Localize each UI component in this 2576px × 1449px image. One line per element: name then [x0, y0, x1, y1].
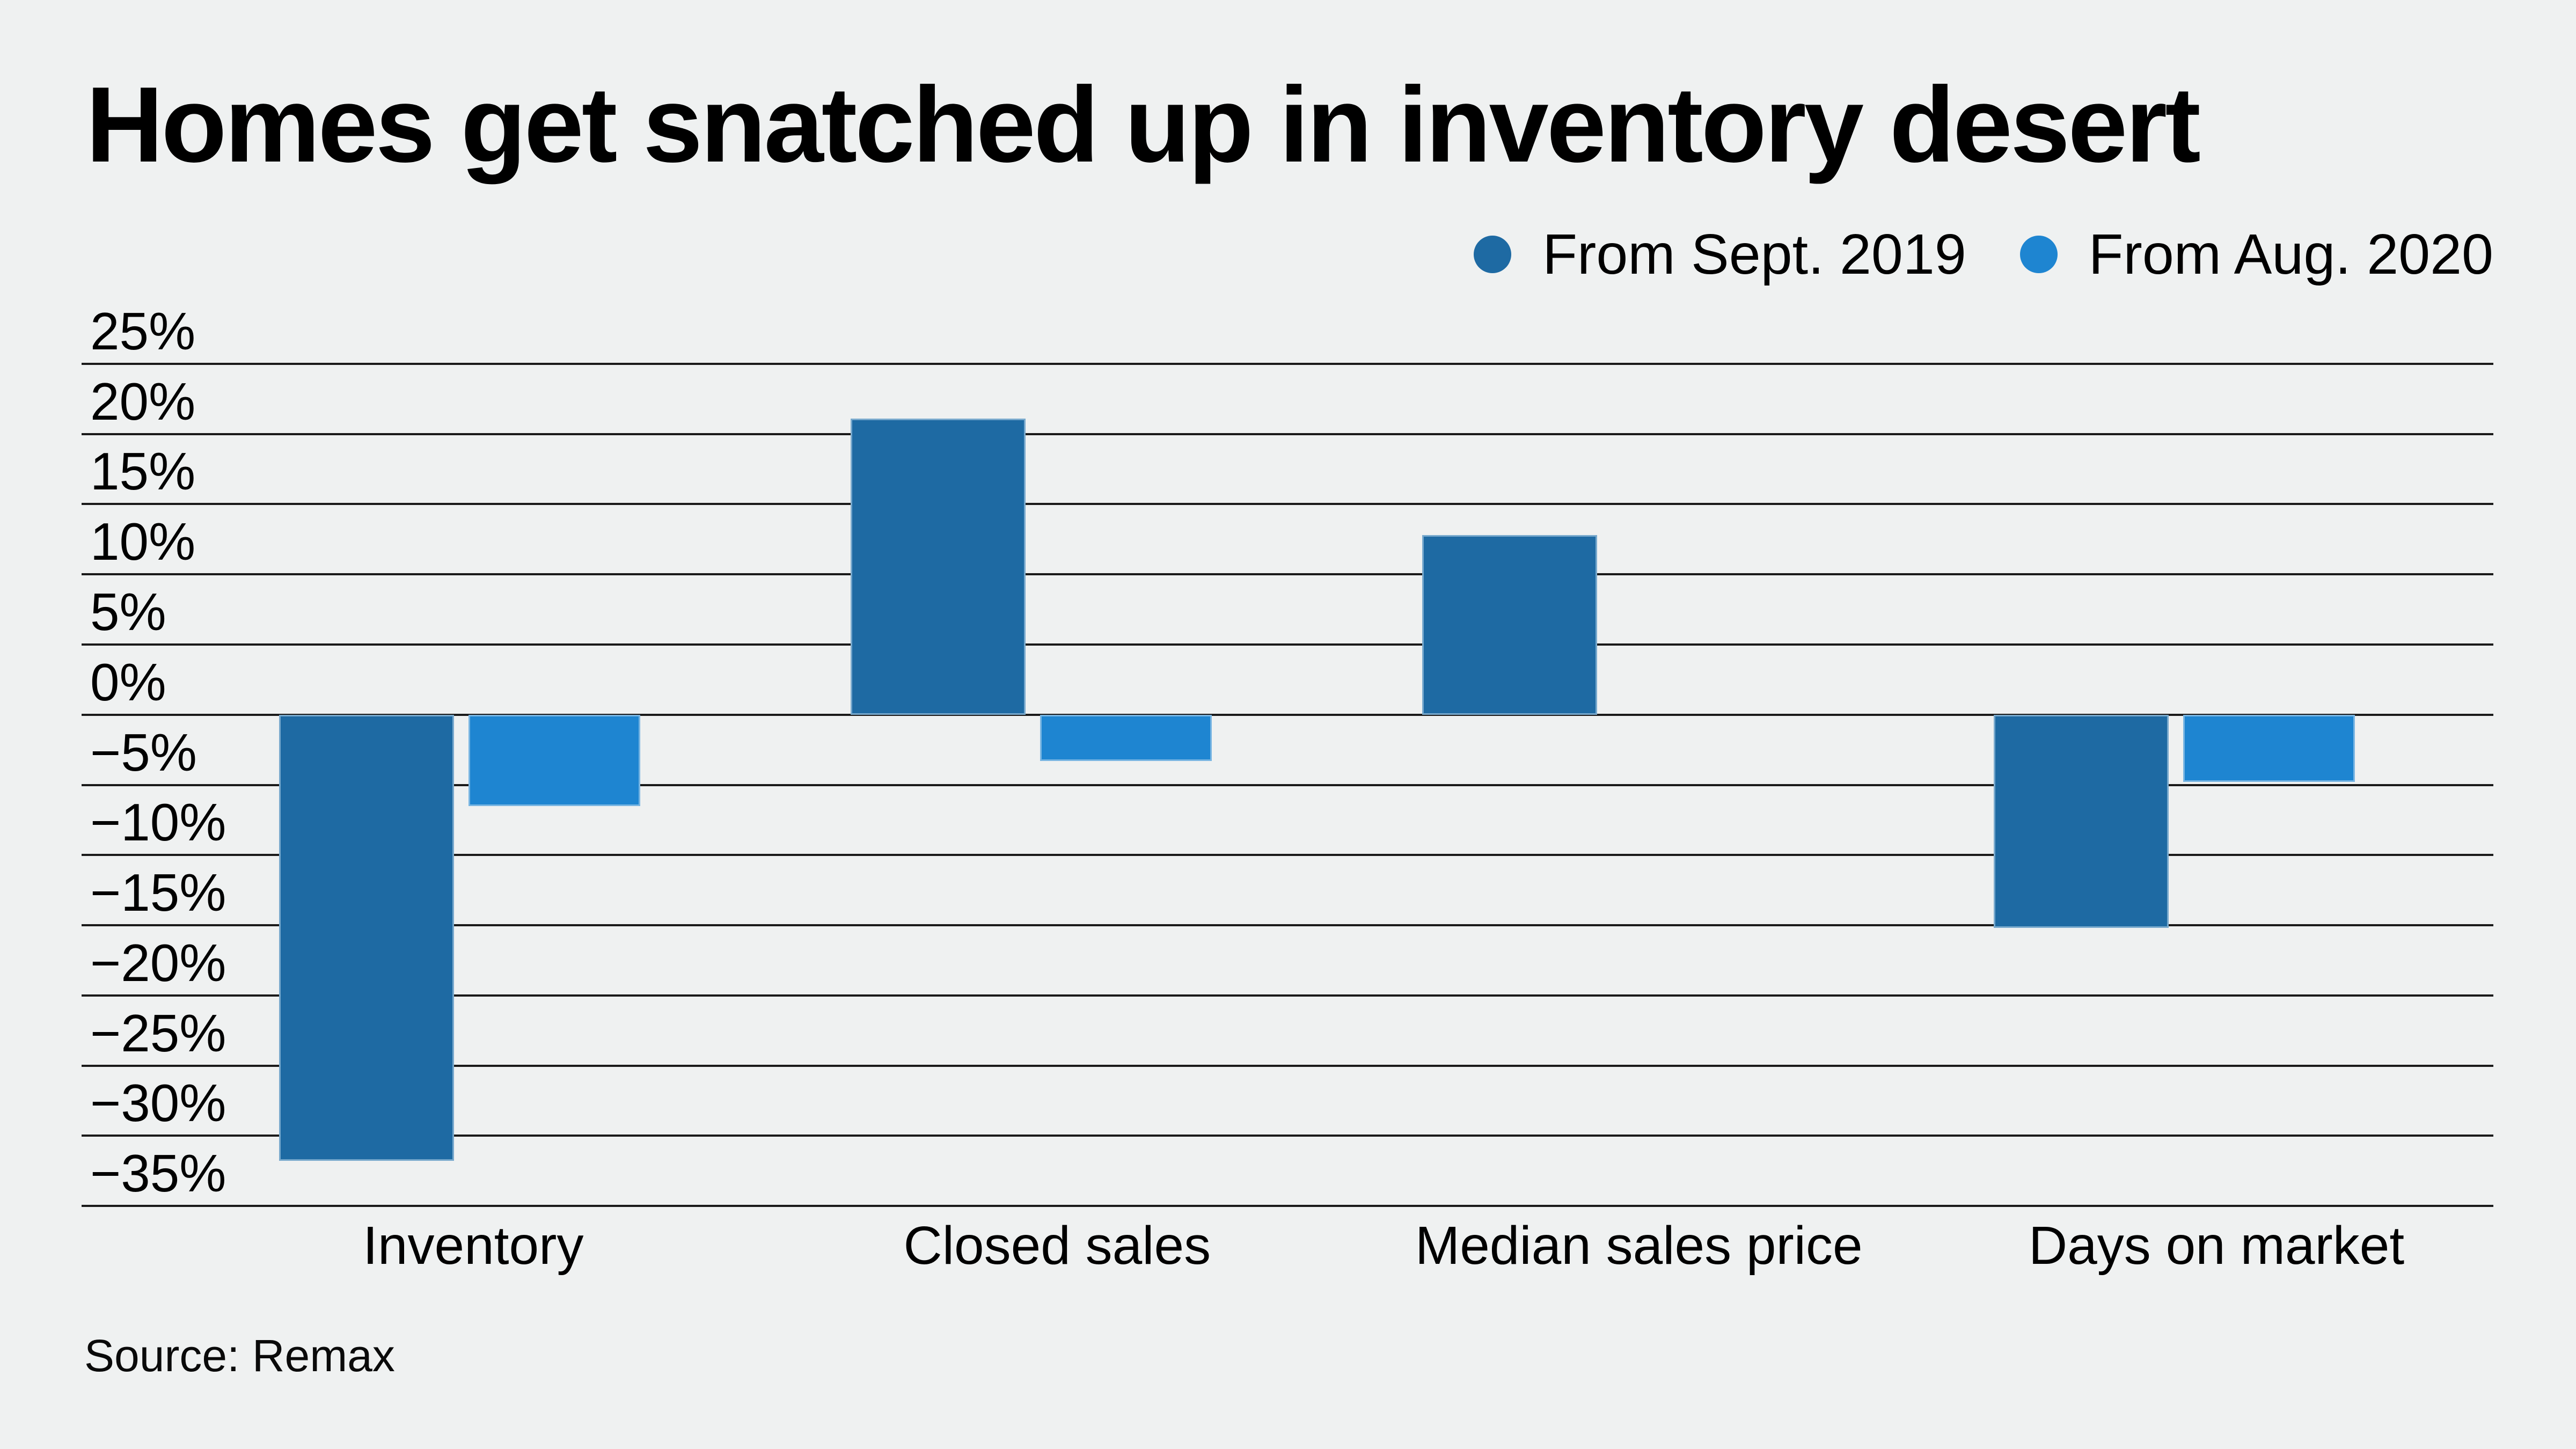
bar-series1-closed-sales	[1040, 714, 1212, 762]
gridline: −5%	[82, 726, 2493, 786]
gridline: 0%	[82, 656, 2493, 716]
y-tick-label: −25%	[90, 1003, 226, 1063]
x-category-label: Median sales price	[1415, 1216, 1863, 1276]
y-tick-label: −35%	[90, 1144, 226, 1203]
source-note: Source: Remax	[84, 1330, 395, 1381]
legend-item-from-sept-2019: From Sept. 2019	[1474, 219, 1966, 290]
gridline: 5%	[82, 586, 2493, 646]
x-category-label: Days on market	[2028, 1216, 2405, 1276]
legend-label-aug-2020: From Aug. 2020	[2088, 223, 2493, 286]
gridline: −30%	[82, 1077, 2493, 1137]
bar-series1-inventory	[468, 714, 640, 806]
gridline: −15%	[82, 866, 2493, 926]
gridline: 20%	[82, 375, 2493, 435]
y-tick-label: −15%	[90, 862, 226, 922]
gridline: −20%	[82, 936, 2493, 997]
x-category-label: Closed sales	[903, 1216, 1211, 1276]
legend-dot-sept-2019-icon	[1474, 236, 1512, 274]
plot-area: 25% 20% 15% 10% 5% 0% −5% −10% −15% −20% −25% −30% −…	[82, 305, 2493, 1272]
y-tick-label: −20%	[90, 933, 226, 992]
bar-series0-closed-sales	[851, 418, 1026, 715]
legend: From Sept. 2019 From Aug. 2020	[1474, 219, 2493, 290]
y-tick-label: 20%	[90, 371, 196, 431]
y-tick-label: 5%	[90, 582, 166, 641]
chart-title: Homes get snatched up in inventory deser…	[86, 65, 2201, 185]
bar-series0-median-sales-price	[1422, 535, 1598, 715]
y-tick-label: 10%	[90, 512, 196, 572]
bar-series1-days-on-market	[2183, 714, 2355, 782]
legend-dot-aug-2020-icon	[2019, 236, 2058, 274]
gridline: −35%	[82, 1147, 2493, 1207]
gridline: −25%	[82, 1007, 2493, 1067]
bar-series0-inventory	[279, 714, 454, 1161]
y-tick-label: 25%	[90, 302, 196, 361]
gridline: −10%	[82, 796, 2493, 857]
y-tick-label: 0%	[90, 652, 166, 712]
bar-series0-days-on-market	[1994, 714, 2169, 928]
y-tick-label: 15%	[90, 442, 196, 501]
y-tick-label: −10%	[90, 793, 226, 852]
legend-item-from-aug-2020: From Aug. 2020	[2019, 219, 2493, 290]
legend-label-sept-2019: From Sept. 2019	[1542, 223, 1966, 286]
y-tick-label: −30%	[90, 1073, 226, 1133]
x-category-label: Inventory	[363, 1216, 584, 1276]
y-tick-label: −5%	[90, 722, 197, 782]
gridline: 25%	[82, 305, 2493, 365]
gridline: 10%	[82, 515, 2493, 576]
gridline: 15%	[82, 445, 2493, 506]
